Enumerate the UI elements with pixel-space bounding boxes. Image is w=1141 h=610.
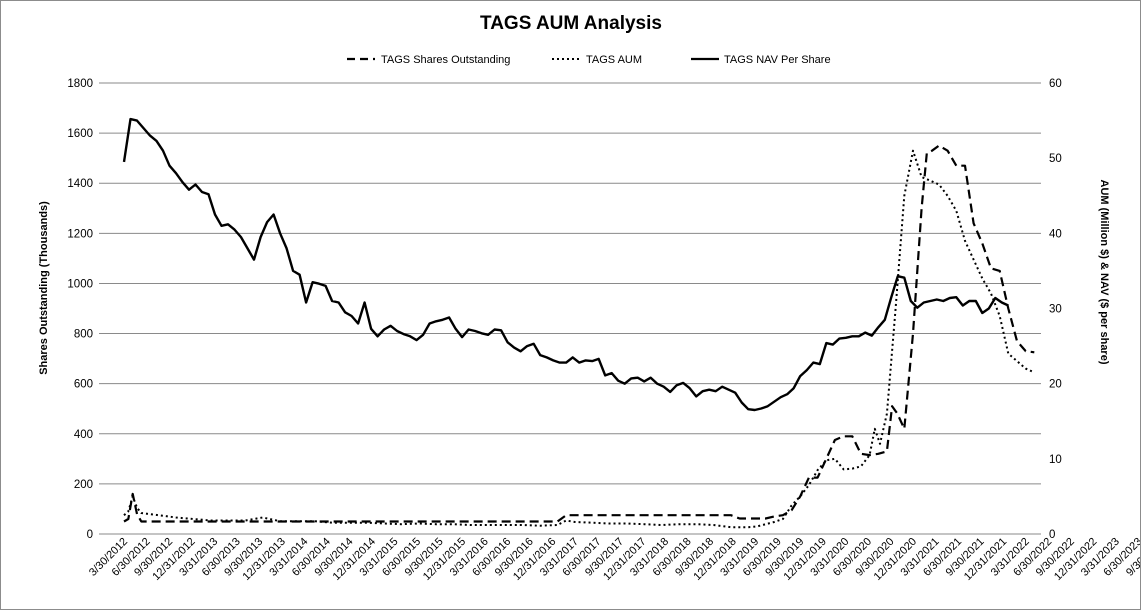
y-right-tick-label: 20 [1049,379,1062,391]
y-axis-right-ticks: 0 10 20 30 40 50 60 [1049,78,1062,541]
series-nav-per-share [122,117,1009,412]
y-axis-right-title: AUM (Million $) & NAV ($ per share) [1098,180,1110,365]
y-left-tick-label: 1000 [67,278,93,290]
y-left-tick-label: 200 [74,479,93,491]
y-right-tick-label: 0 [1049,529,1055,541]
y-left-tick-label: 800 [74,329,93,341]
y-right-tick-label: 60 [1049,78,1062,90]
y-left-tick-label: 600 [74,379,93,391]
legend-label-nav: TAGS NAV Per Share [724,54,831,66]
y-axis-left-ticks: 0 200 400 600 800 1000 1200 1400 1600 1800 [67,78,93,541]
y-left-tick-label: 1600 [67,128,93,140]
y-right-tick-label: 50 [1049,153,1062,165]
y-right-tick-label: 40 [1049,228,1062,240]
y-left-tick-label: 1200 [67,228,93,240]
y-axis-left-title: Shares Outstanding (Thousands) [38,201,50,375]
legend-label-aum: TAGS AUM [586,54,642,66]
y-right-tick-label: 30 [1049,304,1062,316]
series-shares-outstanding [123,144,1035,523]
legend: TAGS Shares Outstanding TAGS AUM TAGS NA… [347,54,831,66]
legend-label-shares: TAGS Shares Outstanding [381,54,510,66]
y-left-tick-label: 1400 [67,178,93,190]
chart-title: TAGS AUM Analysis [480,13,662,34]
x-axis-ticks: 3/30/20126/30/20129/30/201212/31/20123/3… [87,536,1140,583]
y-left-tick-label: 400 [74,429,93,441]
y-left-tick-label: 0 [87,529,93,541]
series-aum [123,149,1035,529]
series-layer [122,117,1035,529]
gridlines [99,82,1041,485]
y-right-tick-label: 10 [1049,454,1062,466]
y-left-tick-label: 1800 [67,78,93,90]
